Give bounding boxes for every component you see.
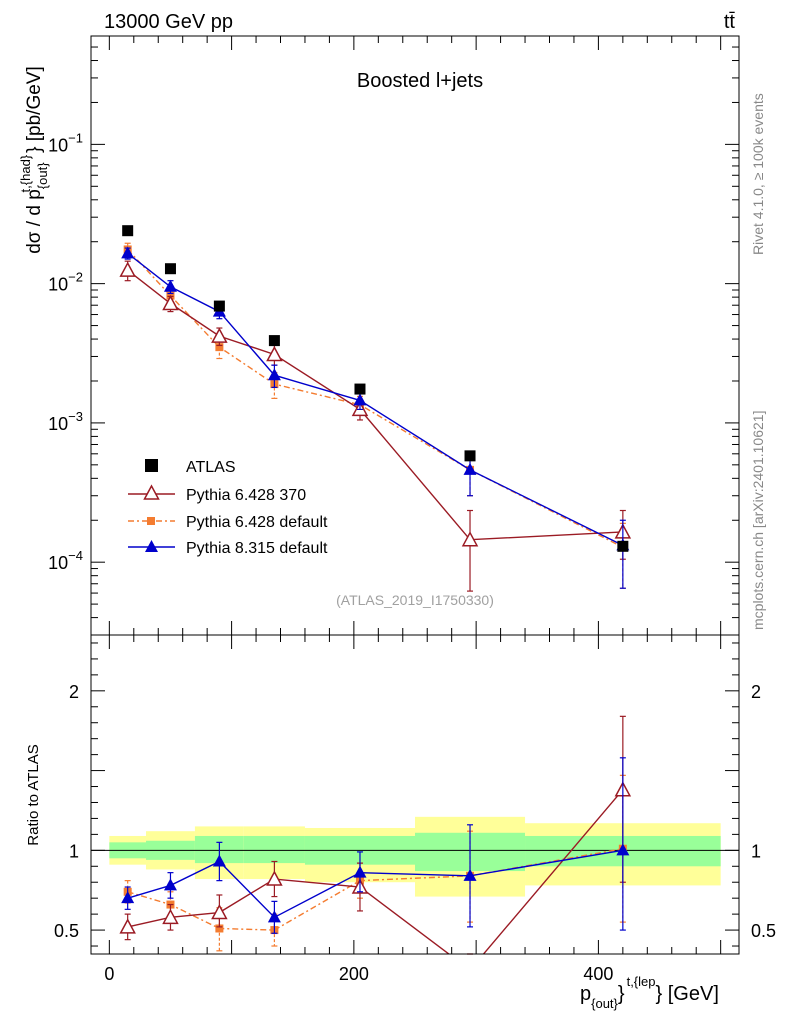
- data-point-atlas: [268, 335, 280, 347]
- data-point-py8-def: [463, 868, 477, 881]
- data-point-py8-def: [267, 368, 281, 381]
- ratio-y-tick-label-right: 2: [751, 682, 761, 702]
- rivet-label: Rivet 4.1.0, ≥ 100k events: [750, 93, 766, 255]
- data-point-atlas: [354, 383, 366, 395]
- data-point-py6-370: [119, 918, 136, 934]
- main-y-tick-label: 10−4: [48, 548, 83, 573]
- data-point-py6-370: [162, 908, 179, 925]
- data-point-py8-def: [353, 865, 367, 878]
- mcplots-label: mcplots.cern.ch [arXiv:2401.10621]: [750, 411, 766, 630]
- ratio-y-tick-label-right: 1: [751, 841, 761, 861]
- legend-py8-def-label: Pythia 8.315 default: [186, 540, 328, 557]
- data-point-py6-370: [211, 327, 228, 343]
- data-point-py8-def: [212, 854, 226, 867]
- data-point-py6-370: [461, 531, 479, 547]
- header-right-label: tt̄: [724, 11, 736, 33]
- data-point-atlas: [464, 450, 476, 462]
- series-py8-def: [121, 757, 630, 934]
- band-inner-bin: [243, 835, 305, 864]
- data-point-py6-370: [211, 903, 228, 920]
- ratio-y-tick-label-right: 0.5: [751, 921, 776, 941]
- x-tick-label: 0: [104, 964, 114, 984]
- main-y-tick-label: 10−2: [48, 270, 83, 295]
- series-atlas: [122, 225, 629, 552]
- data-point-py6-370: [266, 870, 283, 886]
- main-panel-marks: [119, 225, 632, 592]
- data-point-atlas: [122, 225, 134, 237]
- data-point-py8-def: [163, 279, 177, 292]
- legend-py6-def-marker: [147, 517, 155, 525]
- ratio-y-tick-label: 2: [69, 682, 79, 702]
- data-point-py6-def: [215, 924, 224, 933]
- header-left-label: 13000 GeV pp: [104, 11, 233, 33]
- chart-title: Boosted l+jets: [357, 70, 483, 92]
- data-point-py8-def: [163, 878, 177, 891]
- ratio-y-tick-label: 1: [69, 841, 79, 861]
- legend-py6-370-marker: [143, 484, 160, 500]
- series-py6-def: [123, 242, 627, 589]
- main-y-axis-label: dσ / d p{out}t,{had}} [pb/GeV]: [18, 66, 50, 254]
- data-point-py6-370: [162, 294, 179, 311]
- ratio-y-axis-label: Ratio to ATLAS: [25, 744, 42, 845]
- data-point-atlas: [617, 540, 629, 552]
- ratio-panel-marks: [119, 715, 632, 955]
- data-point-atlas: [213, 300, 225, 312]
- main-y-tick-label: 10−1: [48, 130, 83, 155]
- legend-atlas-label: ATLAS: [186, 459, 236, 476]
- data-point-py6-370: [119, 261, 136, 277]
- data-point-py8-def: [463, 462, 477, 475]
- data-point-py8-def: [121, 891, 135, 904]
- ratio-y-tick-label: 0.5: [54, 921, 79, 941]
- data-point-atlas: [164, 263, 176, 275]
- legend: ATLAS Pythia 6.428 370 Pythia 6.428 defa…: [128, 459, 328, 557]
- legend-py6-370-label: Pythia 6.428 370: [186, 487, 306, 504]
- legend-py6-def-label: Pythia 6.428 default: [186, 514, 328, 531]
- data-point-py6-370: [266, 345, 283, 362]
- data-point-py8-def: [121, 246, 135, 259]
- data-point-py8-def: [353, 393, 367, 406]
- data-point-py8-def: [616, 843, 630, 856]
- legend-atlas-marker: [145, 459, 158, 472]
- data-point-py6-def: [215, 343, 224, 352]
- x-tick-label: 200: [339, 964, 369, 984]
- main-y-tick-label: 10−3: [48, 409, 83, 434]
- axes-ticks: 10−1 10−2 10−3 10−4 0 200 400 0.5 0.5 1 1 2 2: [48, 36, 776, 984]
- ratio-uncertainty-bands: [109, 816, 721, 897]
- x-axis-label: p{out}}t,{lep} [GeV]: [580, 974, 719, 1011]
- data-point-py8-def: [267, 910, 281, 923]
- analysis-tag: (ATLAS_2019_I1750330): [336, 592, 494, 608]
- series-py8-def: [121, 246, 630, 589]
- ratio-panel-frame: [90, 634, 740, 955]
- x-tick-label: 400: [583, 964, 613, 984]
- legend-py8-def-marker: [145, 540, 158, 552]
